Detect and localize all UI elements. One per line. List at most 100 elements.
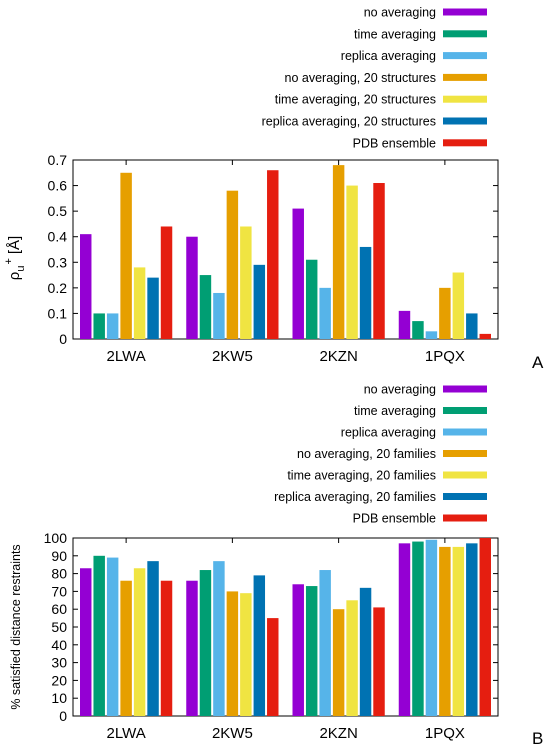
legend-label: replica averaging, 20 families (274, 490, 436, 504)
bar (120, 580, 132, 716)
bar (425, 539, 438, 716)
bar (147, 561, 159, 716)
legend-swatch (443, 52, 487, 60)
bar (106, 313, 119, 339)
legend-swatch (443, 385, 487, 393)
bar (479, 333, 491, 339)
legend-label: time averaging (354, 404, 436, 418)
legend-swatch (443, 428, 487, 436)
panel-label: A (532, 353, 544, 372)
bar (133, 267, 146, 339)
x-tick-label: 1PQX (425, 725, 465, 742)
bar (452, 546, 465, 716)
bar (292, 584, 304, 716)
bar (332, 165, 345, 339)
y-tick-label: 0.1 (48, 305, 68, 321)
bar (213, 561, 225, 716)
y-tick-label: 60 (51, 601, 67, 617)
legend-label: no averaging, 20 families (297, 447, 436, 461)
bar (267, 618, 279, 716)
bars (80, 538, 491, 716)
bar (466, 313, 478, 339)
bar (80, 568, 92, 716)
legend-label: replica averaging (341, 426, 436, 440)
x-tick-label: 2KW5 (212, 348, 253, 365)
y-axis-label-sub: u (15, 266, 27, 272)
y-tick-label: 0.4 (48, 229, 68, 245)
legend-label: no averaging, 20 structures (285, 71, 436, 85)
bar (186, 236, 198, 339)
legend-label: time averaging, 20 structures (275, 93, 436, 107)
legend-label: time averaging, 20 families (287, 469, 436, 483)
legend-swatch (443, 471, 487, 479)
bar (186, 580, 198, 716)
legend-label: replica averaging, 20 structures (262, 115, 436, 129)
bars (80, 165, 491, 339)
bar (425, 331, 438, 339)
bar (93, 555, 105, 716)
legend-swatch (443, 139, 487, 147)
bar (359, 246, 372, 339)
y-tick-label: 0 (59, 331, 67, 347)
legend-label: PDB ensemble (353, 512, 436, 526)
y-tick-label: 40 (51, 637, 67, 653)
bar (305, 259, 318, 339)
chart-panel-a: no averaging time averaging replica averag… (3, 6, 544, 373)
bar (133, 568, 146, 716)
bar (398, 543, 411, 716)
bar (412, 321, 424, 339)
x-tick-labels: 2LWA 2KW5 2KZN 1PQX (107, 725, 465, 742)
bar (359, 587, 372, 716)
x-tick-label: 2LWA (107, 348, 146, 365)
bar (120, 172, 132, 339)
bar (240, 226, 252, 339)
y-tick-label: 70 (51, 583, 67, 599)
bar (439, 546, 451, 716)
bar (253, 575, 266, 716)
legend-swatch (443, 117, 487, 125)
y-tick-labels: 0 0.1 0.2 0.3 0.4 0.5 0.6 0.7 (48, 152, 68, 347)
y-tick-label: 90 (51, 548, 67, 564)
plot-frame (72, 159, 499, 340)
y-tick-label: 100 (44, 530, 68, 546)
x-tick-label: 2KW5 (212, 725, 253, 742)
legend-swatch (443, 450, 487, 457)
y-axis-label-sup: + (3, 258, 15, 264)
y-tick-label: 50 (51, 619, 67, 635)
chart-panel-b: no averaging time averaging replica averag… (9, 383, 543, 749)
y-axis-label-main: ρ (6, 272, 23, 281)
y-tick-label: 30 (51, 655, 67, 671)
legend-label: replica averaging (341, 49, 436, 63)
y-axis-label: ρu+ [Å] (3, 236, 27, 280)
bar (267, 170, 279, 339)
legend: no averaging time averaging replica averag… (262, 6, 487, 150)
bar (373, 607, 385, 716)
legend-swatch (443, 73, 487, 81)
y-tick-label: 0.7 (48, 152, 68, 168)
y-tick-label: 20 (51, 672, 67, 688)
legend-swatch (443, 407, 487, 414)
bar (226, 190, 239, 339)
legend-swatch (443, 514, 487, 522)
y-tick-label: 0.5 (48, 203, 68, 219)
bar (226, 591, 239, 716)
y-tick-label: 0.6 (48, 178, 68, 194)
y-tick-label: 0.3 (48, 254, 68, 270)
bar (292, 208, 304, 339)
bar (147, 277, 159, 339)
bar (106, 557, 119, 716)
bar (160, 226, 173, 339)
bar (80, 234, 92, 339)
bar (346, 600, 358, 716)
y-tick-label: 0 (59, 708, 67, 724)
bar (240, 593, 252, 716)
legend-swatch (443, 30, 487, 38)
bar (319, 287, 331, 339)
y-tick-label: 10 (51, 690, 67, 706)
bar (253, 264, 266, 339)
x-tick-label: 1PQX (425, 348, 465, 365)
x-tick-label: 2LWA (107, 725, 146, 742)
bar (346, 185, 358, 339)
